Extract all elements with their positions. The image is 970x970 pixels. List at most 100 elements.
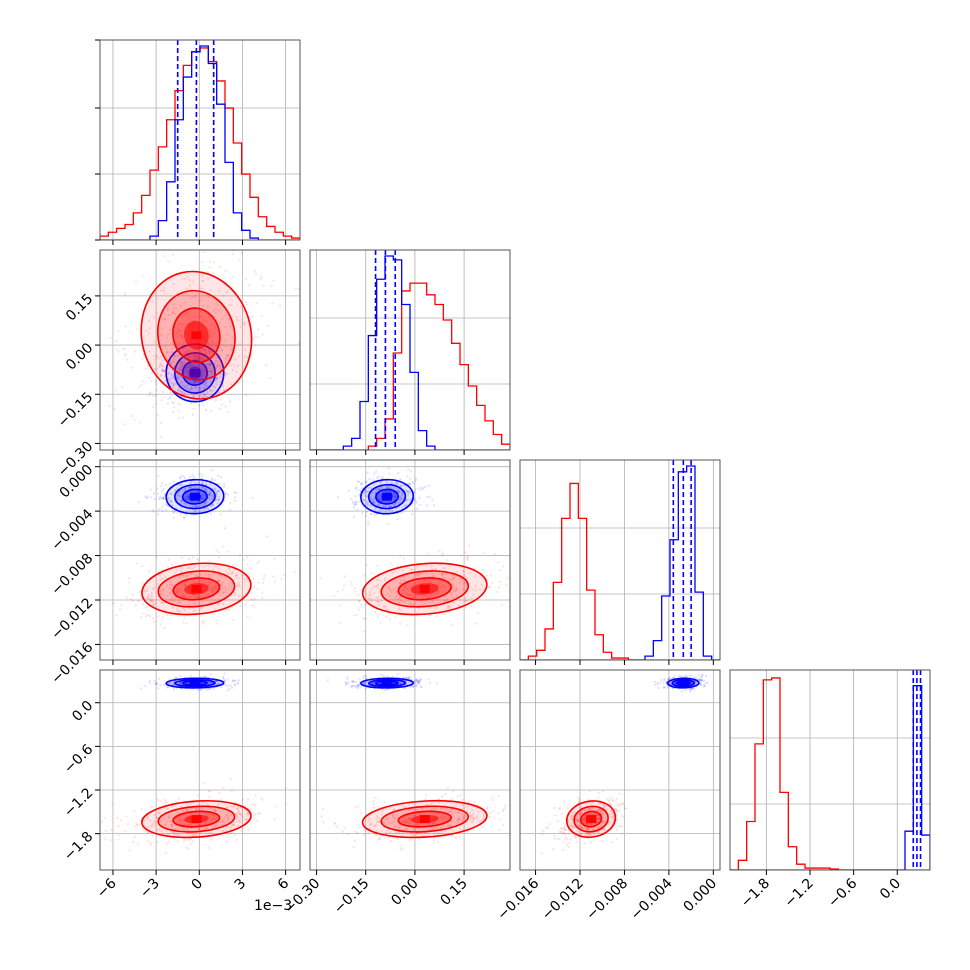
sample-point — [241, 798, 245, 801]
sample-point — [417, 573, 420, 576]
sample-point — [149, 843, 152, 846]
sample-point — [186, 827, 189, 830]
sample-point — [185, 823, 188, 826]
sample-point — [352, 680, 356, 683]
sample-point — [171, 606, 175, 609]
sample-point — [660, 678, 663, 682]
sample-point — [208, 494, 211, 497]
sample-point — [387, 490, 390, 493]
sample-point — [364, 481, 367, 484]
contour-line — [172, 810, 221, 828]
sample-point — [418, 496, 421, 499]
sample-point — [199, 504, 202, 507]
sample-point — [425, 794, 428, 797]
sample-point — [156, 798, 159, 802]
sample-point — [169, 493, 172, 496]
sample-point — [204, 368, 207, 371]
sample-point — [665, 681, 668, 684]
sample-point — [253, 814, 256, 817]
sample-point — [218, 289, 221, 292]
sample-point — [691, 688, 695, 691]
sample-point — [199, 385, 202, 388]
sample-point — [161, 588, 165, 591]
sample-point — [223, 483, 226, 486]
sample-point — [182, 344, 185, 347]
sample-point — [100, 820, 104, 823]
sample-point — [178, 477, 181, 480]
sample-point — [426, 806, 429, 809]
sample-point — [577, 818, 580, 821]
sample-point — [231, 823, 234, 827]
sample-point — [185, 350, 188, 354]
sample-point — [216, 329, 219, 332]
sample-point — [242, 827, 245, 830]
sample-point — [202, 368, 205, 371]
sample-point — [363, 590, 366, 593]
sample-point — [211, 818, 214, 821]
sample-point — [472, 817, 475, 820]
sample-point — [444, 600, 447, 603]
sample-point — [706, 682, 709, 685]
sample-point — [352, 500, 355, 503]
sample-point — [153, 824, 156, 827]
sample-point — [202, 304, 205, 307]
sample-point — [466, 806, 469, 809]
sample-point — [475, 815, 478, 818]
histogram-panel-4 — [730, 670, 930, 870]
sample-point — [201, 496, 205, 499]
sample-point — [155, 815, 158, 819]
sample-point — [200, 299, 203, 302]
sample-point — [148, 391, 152, 394]
sample-point — [217, 579, 220, 582]
sample-point — [120, 604, 123, 607]
sample-point — [201, 497, 204, 500]
sample-point — [374, 508, 377, 511]
sample-point — [162, 497, 165, 500]
sample-point — [181, 810, 184, 813]
sample-point — [184, 369, 187, 372]
sample-point — [182, 837, 185, 841]
sample-point — [411, 685, 414, 688]
sample-point — [203, 494, 206, 497]
sample-point — [483, 815, 486, 818]
contour-line — [360, 478, 415, 515]
sample-point — [201, 486, 204, 489]
sample-point — [414, 813, 417, 816]
sample-point — [398, 491, 401, 494]
sample-point — [210, 588, 213, 591]
sample-point — [209, 512, 212, 515]
sample-point — [180, 500, 183, 504]
sample-point — [585, 833, 589, 836]
sample-point — [218, 567, 221, 570]
sample-point — [456, 795, 459, 798]
contour-line — [375, 488, 399, 505]
sample-point — [225, 806, 228, 810]
sample-point — [450, 798, 453, 801]
sample-point — [365, 593, 368, 596]
sample-point — [371, 681, 374, 685]
contour-line — [157, 570, 236, 608]
sample-point — [389, 562, 392, 565]
sample-point — [370, 572, 373, 575]
sample-point — [396, 482, 400, 486]
sample-point — [151, 394, 154, 397]
sample-point — [135, 824, 138, 827]
sample-point — [210, 590, 213, 593]
sample-point — [225, 813, 228, 817]
sample-point — [200, 607, 203, 610]
sample-point — [372, 681, 375, 684]
sample-point — [206, 384, 209, 388]
sample-point — [142, 603, 145, 606]
sample-point — [136, 328, 139, 331]
sample-point — [363, 828, 366, 832]
sample-point — [204, 382, 207, 385]
sample-point — [179, 584, 182, 587]
sample-point — [184, 370, 187, 373]
sample-point — [387, 467, 390, 470]
sample-point — [162, 487, 165, 490]
sample-point — [357, 684, 360, 687]
sample-point — [217, 682, 220, 686]
sample-point — [356, 684, 359, 687]
sample-point — [201, 279, 204, 282]
scatter-panel-2-4 — [310, 670, 510, 870]
